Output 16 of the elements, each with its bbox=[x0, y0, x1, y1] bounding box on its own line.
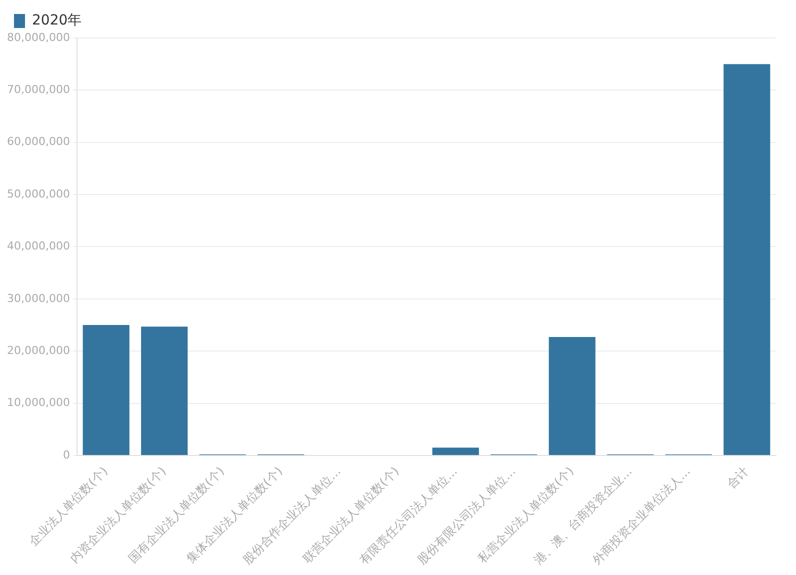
y-tick-label: 80,000,000 bbox=[6, 30, 70, 44]
y-tick-label: 60,000,000 bbox=[6, 135, 70, 148]
y-tick-label: 30,000,000 bbox=[6, 292, 70, 305]
x-tick-label: 合计 bbox=[724, 464, 752, 491]
y-tick-label: 70,000,000 bbox=[6, 83, 70, 96]
y-tick-label: 0 bbox=[62, 448, 70, 462]
bar bbox=[724, 64, 770, 455]
y-tick-label: 50,000,000 bbox=[6, 187, 70, 200]
bar bbox=[82, 325, 130, 455]
y-tick-label: 10,000,000 bbox=[6, 396, 70, 410]
bar bbox=[432, 448, 479, 455]
bar bbox=[141, 326, 188, 455]
legend-label: 2020年 bbox=[32, 12, 82, 29]
y-tick-label: 40,000,000 bbox=[6, 240, 70, 253]
bar bbox=[548, 337, 596, 455]
y-tick-label: 20,000,000 bbox=[6, 344, 70, 357]
